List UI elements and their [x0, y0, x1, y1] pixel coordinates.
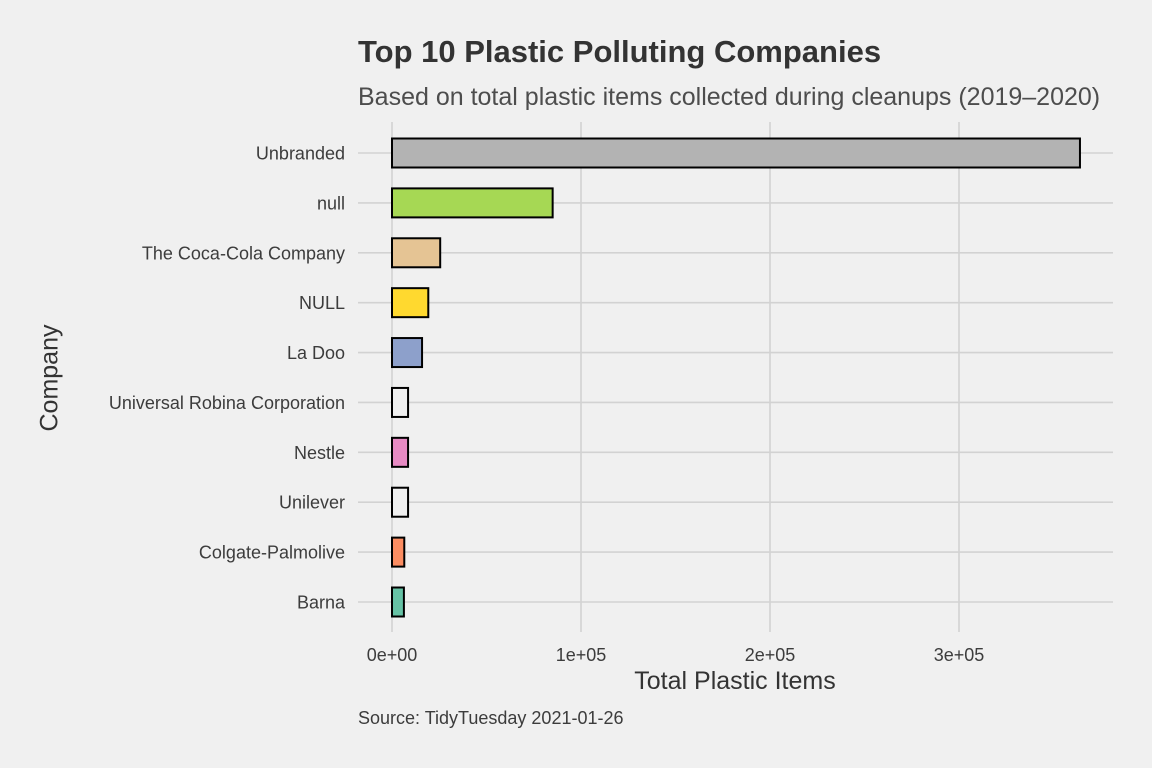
bar — [391, 237, 442, 269]
y-tick-label: null — [317, 193, 345, 213]
bar — [391, 386, 410, 418]
bar — [391, 536, 406, 568]
y-tick-label: La Doo — [287, 343, 345, 363]
y-axis-title: Company — [35, 324, 64, 432]
y-tick-label: Nestle — [294, 443, 345, 463]
bar — [391, 187, 554, 219]
chart-caption: Source: TidyTuesday 2021-01-26 — [358, 708, 624, 728]
y-tick-label: Unilever — [279, 493, 345, 513]
y-tick-label: Barna — [297, 593, 346, 613]
x-tick-label: 0e+00 — [367, 645, 418, 665]
x-tick-label: 3e+05 — [934, 645, 985, 665]
x-tick-label: 1e+05 — [556, 645, 607, 665]
y-tick-label: Unbranded — [256, 144, 345, 164]
x-axis-title: Total Plastic Items — [634, 667, 836, 695]
bar — [391, 137, 1081, 169]
y-tick-label: NULL — [299, 293, 345, 313]
chart-title: Top 10 Plastic Polluting Companies — [358, 34, 882, 69]
x-tick-label: 2e+05 — [745, 645, 796, 665]
y-tick-label: Colgate-Palmolive — [199, 543, 345, 563]
bar — [391, 337, 424, 369]
y-tick-label: Universal Robina Corporation — [109, 393, 345, 413]
bar — [391, 287, 430, 319]
bar — [391, 586, 405, 618]
chart-subtitle: Based on total plastic items collected d… — [358, 83, 1101, 111]
bar — [391, 486, 410, 518]
y-tick-label: The Coca-Cola Company — [142, 243, 345, 263]
bar — [391, 436, 410, 468]
